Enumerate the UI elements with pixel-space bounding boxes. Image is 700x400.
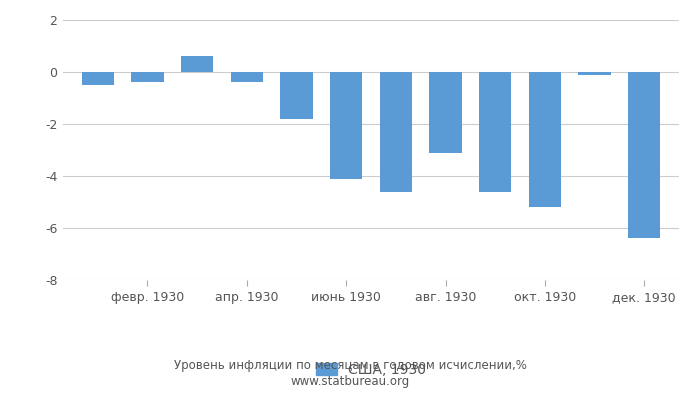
Bar [429,72,462,153]
Legend: США, 1930: США, 1930 [311,357,431,382]
Text: Уровень инфляции по месяцам в годовом исчислении,%: Уровень инфляции по месяцам в годовом ис… [174,360,526,372]
Bar [181,56,214,72]
Bar [82,72,114,85]
Bar [528,72,561,207]
Bar [479,72,511,192]
Bar [578,72,610,74]
Bar [628,72,660,238]
Bar [132,72,164,82]
Bar [330,72,363,178]
Text: www.statbureau.org: www.statbureau.org [290,376,410,388]
Bar [231,72,263,82]
Bar [379,72,412,192]
Bar [280,72,313,119]
